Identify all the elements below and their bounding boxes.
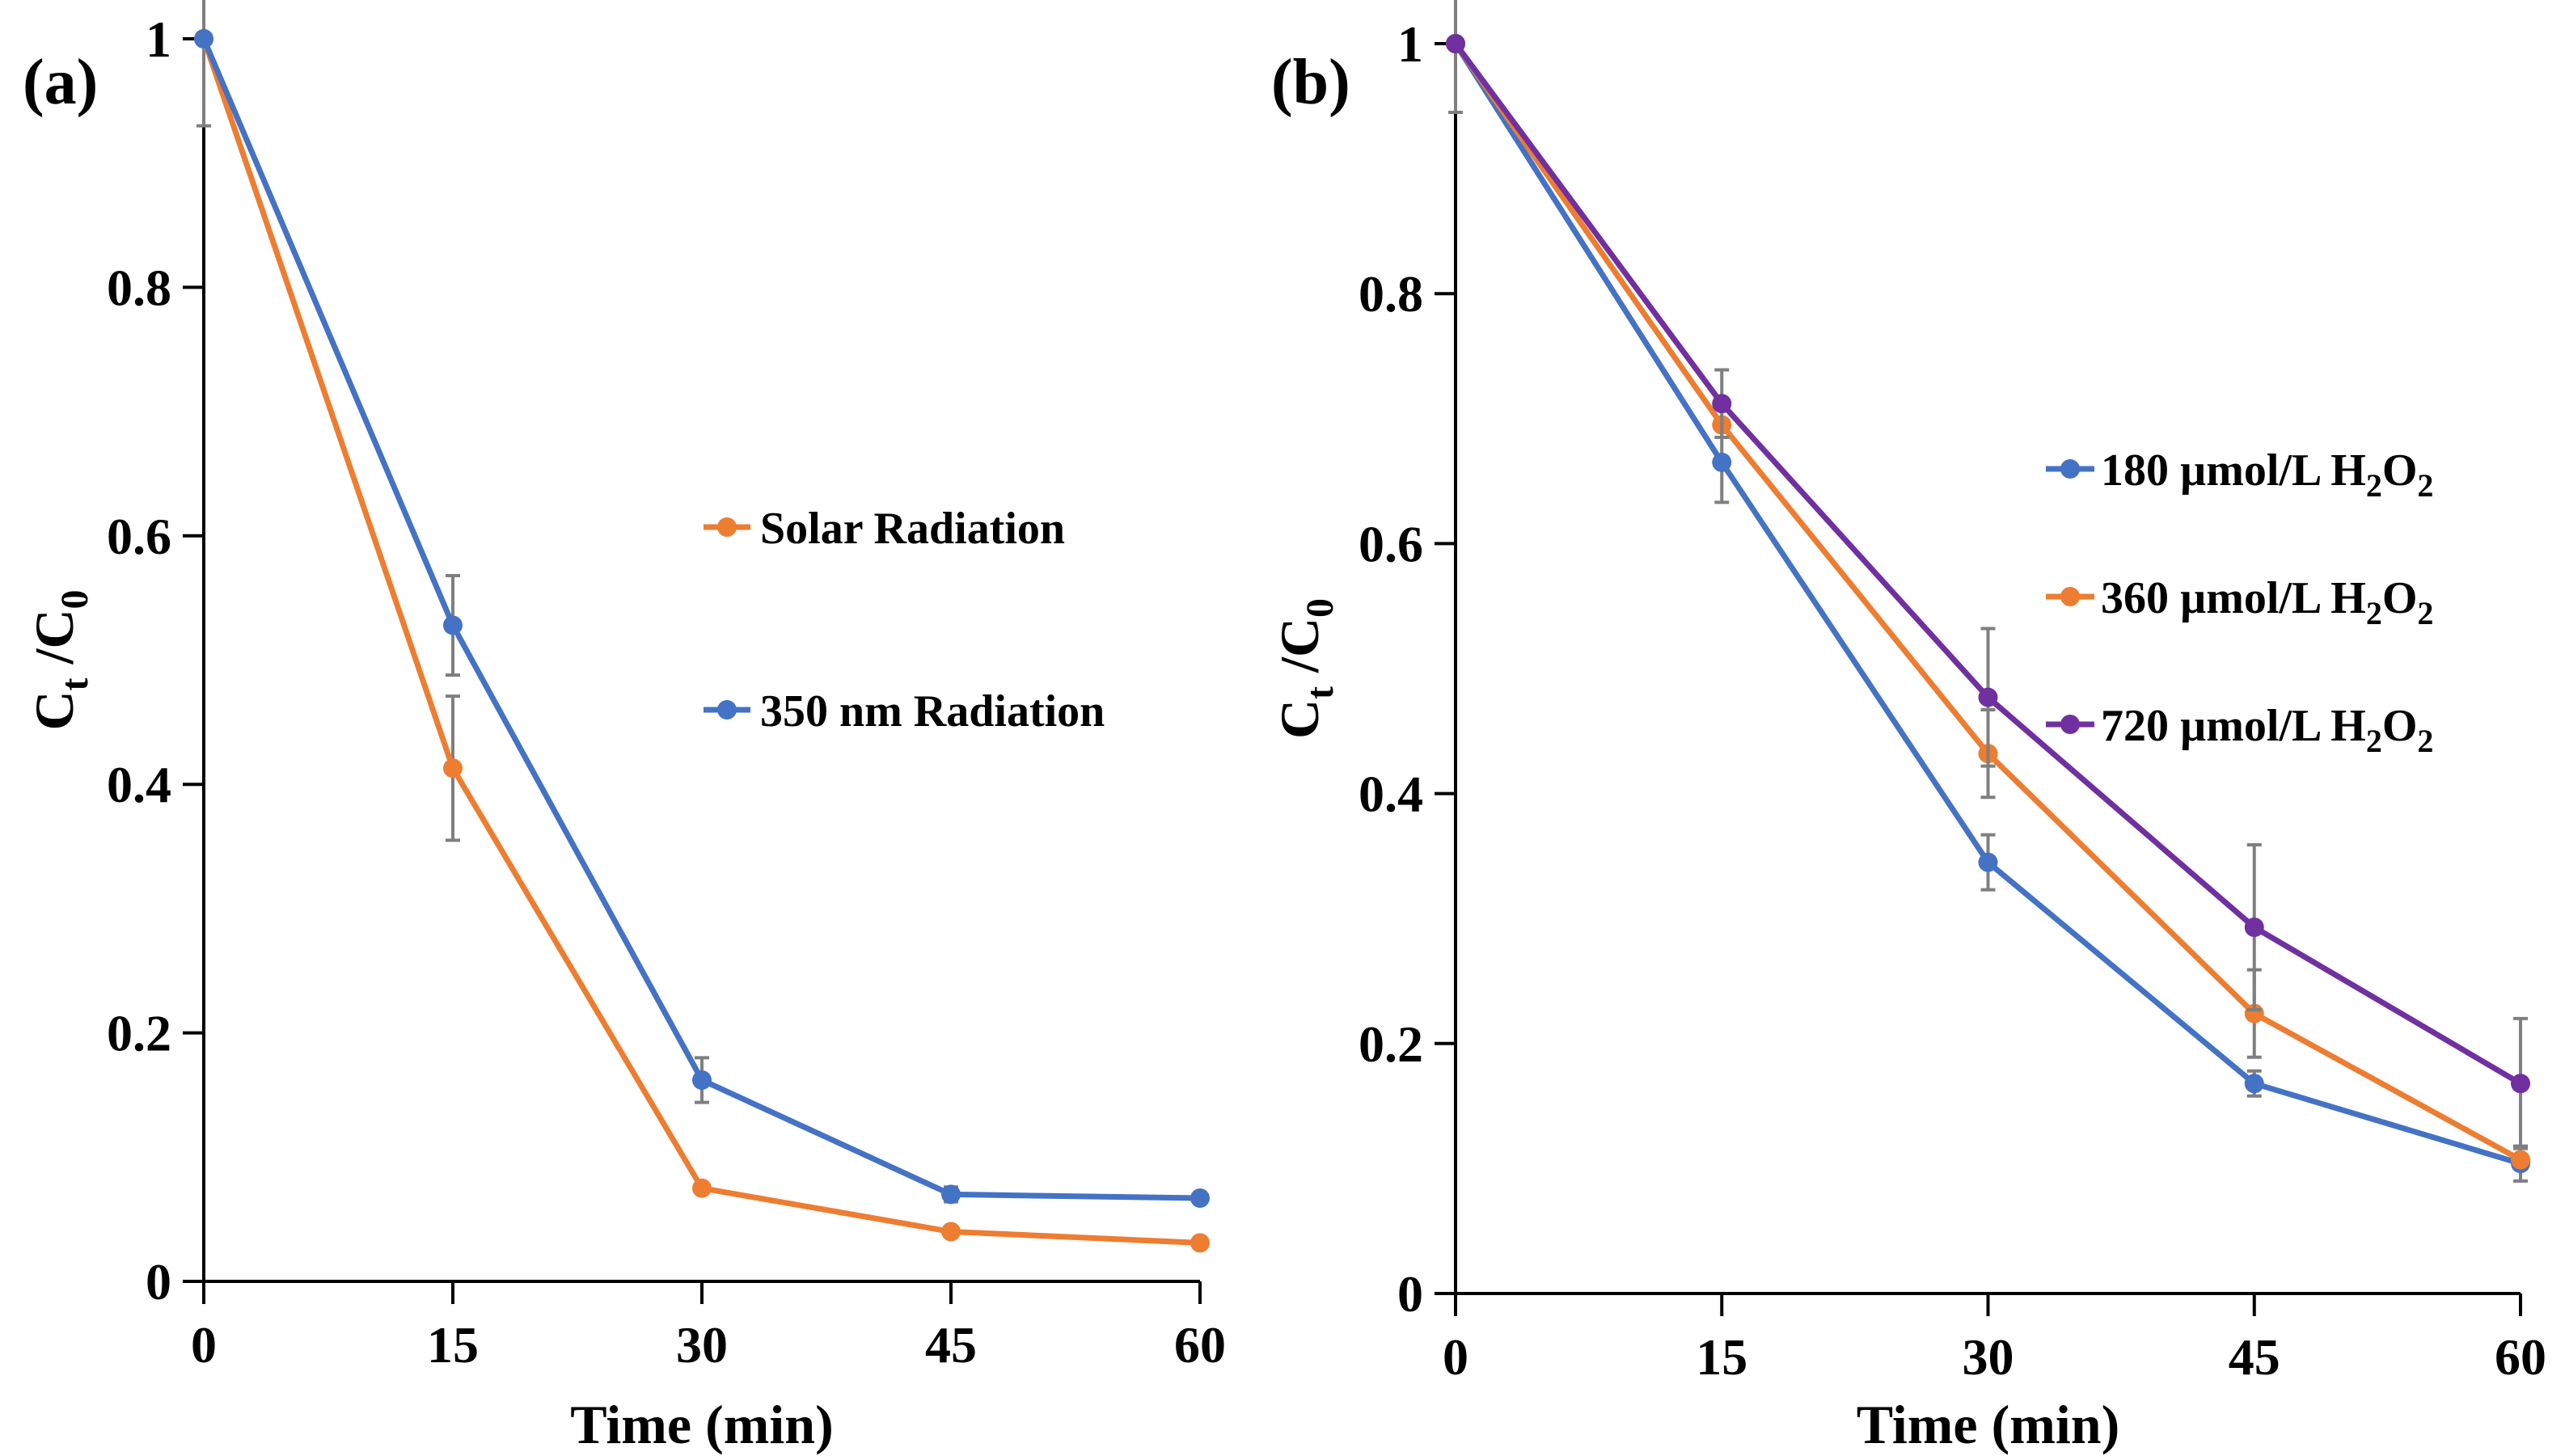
x-tick-label: 30 xyxy=(1963,1328,2014,1386)
x-tick-label: 0 xyxy=(191,1316,217,1374)
y-tick-label: 0.2 xyxy=(107,1005,171,1062)
x-tick-label: 15 xyxy=(427,1316,479,1374)
legend-label: 360 µmol/L H2O2 xyxy=(2101,573,2433,631)
data-point xyxy=(1446,34,1465,53)
data-point xyxy=(1712,452,1732,472)
legend-label: Solar Radiation xyxy=(760,504,1065,554)
legend-label-part: 2 xyxy=(2417,595,2433,631)
data-point xyxy=(1978,687,1998,707)
data-point xyxy=(443,615,463,635)
y-axis-title-main: C xyxy=(1269,699,1330,739)
y-tick-label: 0.2 xyxy=(1359,1015,1423,1073)
legend-label-part: 360 µmol/L H xyxy=(2101,573,2366,623)
data-point xyxy=(1190,1233,1210,1253)
y-axis-title-sub2: 0 xyxy=(1299,598,1342,618)
legend-entry: 720 µmol/L H2O2 xyxy=(2046,701,2433,759)
legend-label: 180 µmol/L H2O2 xyxy=(2101,445,2433,504)
y-axis-title-sub1: t xyxy=(1299,686,1342,699)
series-1 xyxy=(194,29,1210,1209)
series-0 xyxy=(194,0,1210,1253)
data-point xyxy=(2511,1150,2530,1170)
y-axis-title-sep: /C xyxy=(23,609,85,677)
data-point xyxy=(1190,1188,1210,1209)
panel-label: (b) xyxy=(1271,47,1350,118)
legend-label-part: 180 µmol/L H xyxy=(2101,445,2366,496)
legend-swatch-marker xyxy=(2060,459,2080,479)
series-line xyxy=(1453,41,2522,1087)
y-tick-label: 0.4 xyxy=(1359,766,1423,823)
x-tick-label: 45 xyxy=(2229,1328,2280,1386)
legend-entry: 350 nm Radiation xyxy=(704,686,1105,736)
x-tick-label: 45 xyxy=(925,1316,977,1374)
legend-label-part: O xyxy=(2382,701,2418,751)
y-axis-title-sub1: t xyxy=(53,677,96,690)
legend-swatch-marker xyxy=(717,517,737,537)
legend-label-part: 2 xyxy=(2417,467,2433,504)
legend-swatch-marker xyxy=(2060,715,2080,734)
data-point xyxy=(194,29,213,49)
legend-label-part: 720 µmol/L H xyxy=(2101,701,2366,751)
y-axis-title-main: C xyxy=(23,690,85,730)
legend-entry: 180 µmol/L H2O2 xyxy=(2046,445,2433,504)
series-line xyxy=(201,37,1201,1201)
data-point xyxy=(2244,918,2264,938)
data-point xyxy=(1978,852,1998,872)
x-tick-label: 30 xyxy=(676,1316,728,1374)
legend-label-part: O xyxy=(2382,445,2418,496)
data-point xyxy=(443,758,463,779)
legend-entry: 360 µmol/L H2O2 xyxy=(2046,573,2433,631)
y-tick-label: 0.8 xyxy=(107,259,171,316)
legend-label-part: O xyxy=(2382,573,2418,623)
y-tick-label: 0.6 xyxy=(107,508,171,565)
legend-label: 350 nm Radiation xyxy=(760,686,1105,736)
y-axis-title-sep: /C xyxy=(1269,618,1330,686)
data-point xyxy=(941,1184,961,1205)
series-2 xyxy=(1446,0,2530,1150)
data-point xyxy=(2244,1074,2264,1094)
y-tick-label: 1 xyxy=(146,11,171,68)
legend-label-part: 2 xyxy=(2366,723,2382,759)
data-point xyxy=(692,1070,712,1091)
panel-label: (a) xyxy=(23,47,98,118)
data-point xyxy=(2511,1074,2530,1094)
data-point xyxy=(941,1222,961,1242)
legend-swatch-marker xyxy=(717,700,737,720)
y-tick-label: 0 xyxy=(1397,1265,1423,1323)
y-axis-title-sub2: 0 xyxy=(53,589,96,609)
x-tick-label: 60 xyxy=(2495,1328,2546,1386)
y-axis-title: Ct /C0 xyxy=(23,589,96,730)
x-axis-title: Time (min) xyxy=(1857,1394,2120,1455)
x-tick-label: 0 xyxy=(1443,1328,1468,1386)
legend-label-part: 2 xyxy=(2417,723,2433,759)
legend-label: 720 µmol/L H2O2 xyxy=(2101,701,2433,759)
x-axis-title: Time (min) xyxy=(570,1394,834,1455)
legend-label-part: 2 xyxy=(2366,595,2382,631)
y-axis-title: Ct /C0 xyxy=(1269,598,1342,739)
x-tick-label: 60 xyxy=(1174,1316,1226,1374)
y-tick-label: 0.8 xyxy=(1359,265,1423,323)
data-point xyxy=(692,1178,712,1198)
y-tick-label: 0.6 xyxy=(1359,515,1423,572)
data-point xyxy=(1712,394,1732,414)
x-tick-label: 15 xyxy=(1696,1328,1747,1386)
y-tick-label: 0 xyxy=(146,1253,171,1310)
legend-entry: Solar Radiation xyxy=(704,504,1065,554)
legend-label-part: 2 xyxy=(2366,467,2382,504)
y-tick-label: 0.4 xyxy=(107,756,171,813)
y-tick-label: 1 xyxy=(1397,15,1423,73)
legend-swatch-marker xyxy=(2060,587,2080,606)
